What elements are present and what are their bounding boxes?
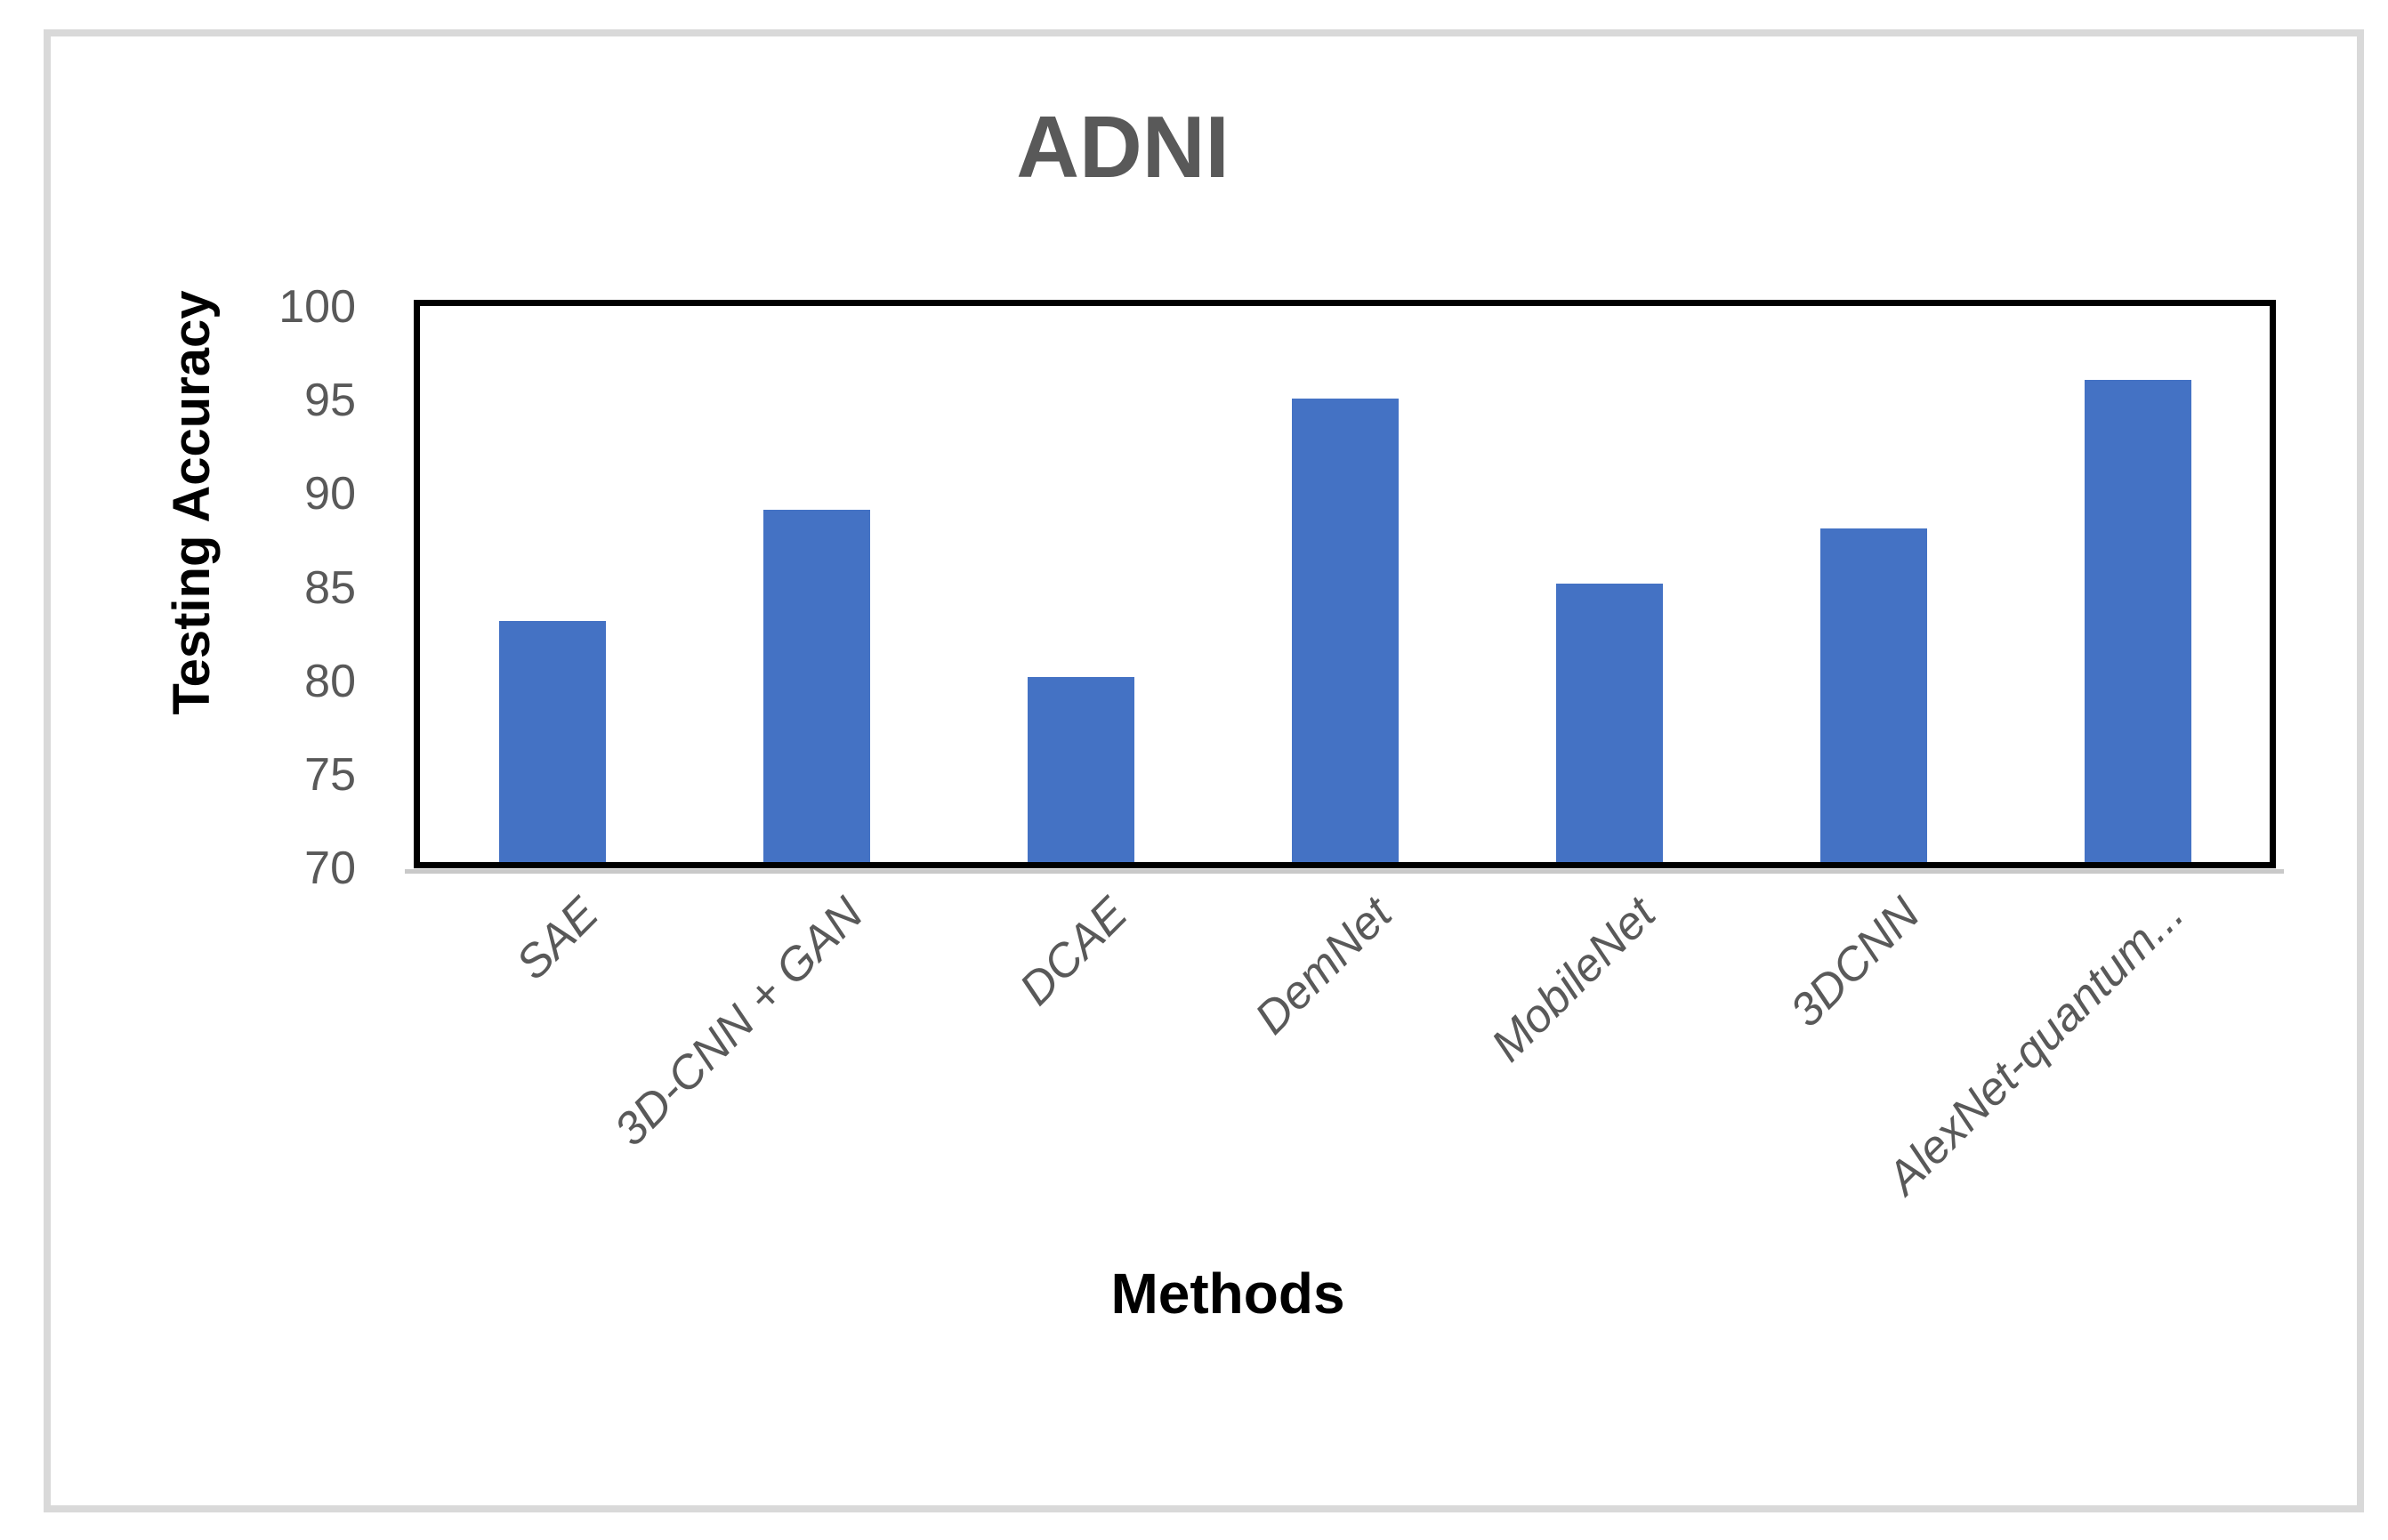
bar (2085, 380, 2191, 862)
bar (1556, 584, 1663, 862)
bar-series (420, 306, 2270, 862)
y-tick-label: 100 (278, 281, 356, 333)
x-axis-title: Methods (1110, 1262, 1345, 1326)
plot-area (414, 300, 2276, 868)
x-axis-shadow-line (405, 869, 2284, 874)
bar (499, 621, 606, 862)
bar (1292, 399, 1399, 862)
y-tick-label: 90 (304, 468, 356, 520)
bar (1028, 677, 1134, 862)
chart-title: ADNI (1016, 98, 1230, 196)
y-tick-label: 75 (304, 748, 356, 801)
y-tick-label: 70 (304, 843, 356, 894)
bar (1820, 528, 1927, 862)
y-tick-label: 85 (304, 561, 356, 614)
y-tick-label: 80 (304, 655, 356, 707)
y-tick-label: 95 (304, 375, 356, 427)
bar (763, 510, 870, 862)
